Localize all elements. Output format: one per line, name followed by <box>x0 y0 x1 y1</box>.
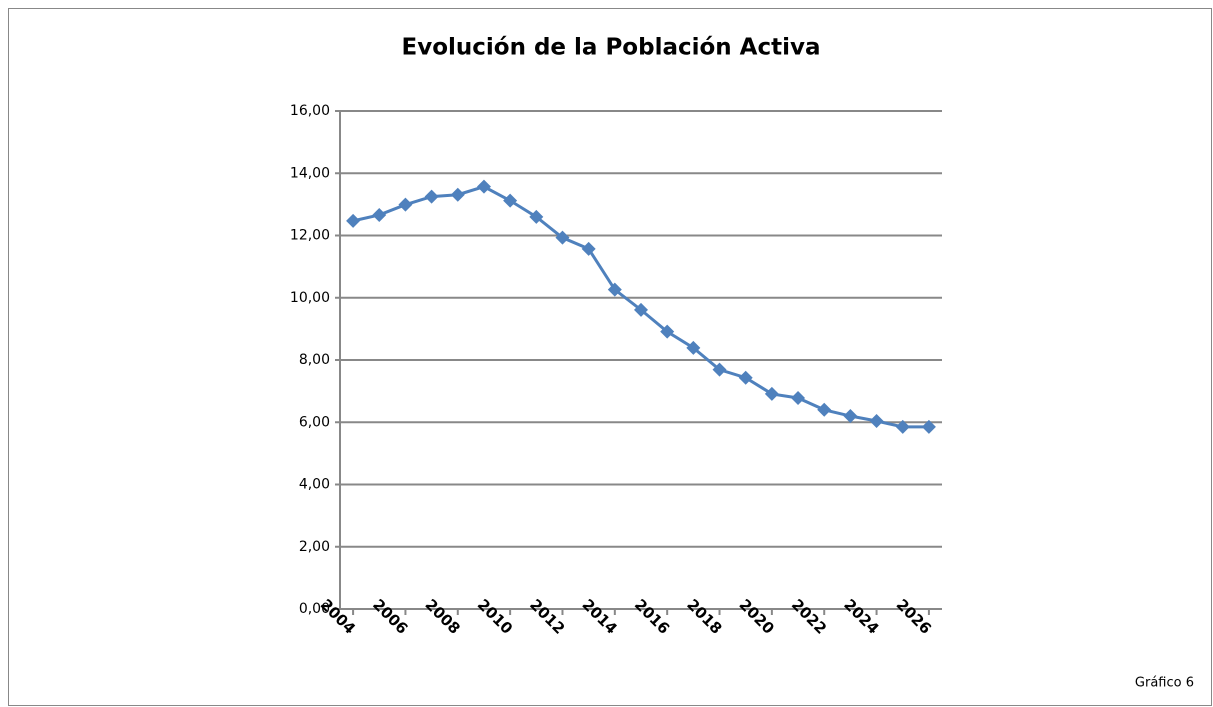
marker <box>791 390 806 405</box>
marker <box>398 197 413 212</box>
y-tick-label: 0,00 <box>299 601 330 617</box>
marker <box>634 302 648 317</box>
marker <box>555 230 570 245</box>
y-tick-label: 14,00 <box>290 165 330 181</box>
marker <box>738 370 753 385</box>
marker <box>660 324 675 339</box>
marker <box>869 414 884 429</box>
chart-border <box>8 8 1212 706</box>
y-tick-label: 8,00 <box>299 352 330 368</box>
marker <box>607 282 622 297</box>
chart-title: Evolución de la Población Activa <box>402 35 821 61</box>
y-tick-label: 16,00 <box>290 103 330 119</box>
y-tick-label: 2,00 <box>299 539 330 555</box>
marker <box>843 409 858 424</box>
marker <box>921 419 936 434</box>
marker <box>503 193 518 208</box>
marker <box>712 362 727 377</box>
marker <box>476 179 491 194</box>
marker <box>895 419 910 434</box>
marker <box>529 209 544 224</box>
marker <box>372 207 387 222</box>
marker <box>424 189 439 204</box>
marker <box>581 241 596 256</box>
y-tick-label: 4,00 <box>299 477 330 493</box>
marker <box>346 213 361 228</box>
marker <box>450 187 465 202</box>
caption: Gráfico 6 <box>1135 676 1194 691</box>
y-tick-label: 12,00 <box>290 228 330 244</box>
y-tick-label: 6,00 <box>299 414 330 430</box>
marker <box>817 402 832 417</box>
marker <box>686 340 701 355</box>
marker <box>764 386 779 401</box>
y-tick-label: 10,00 <box>290 290 330 306</box>
